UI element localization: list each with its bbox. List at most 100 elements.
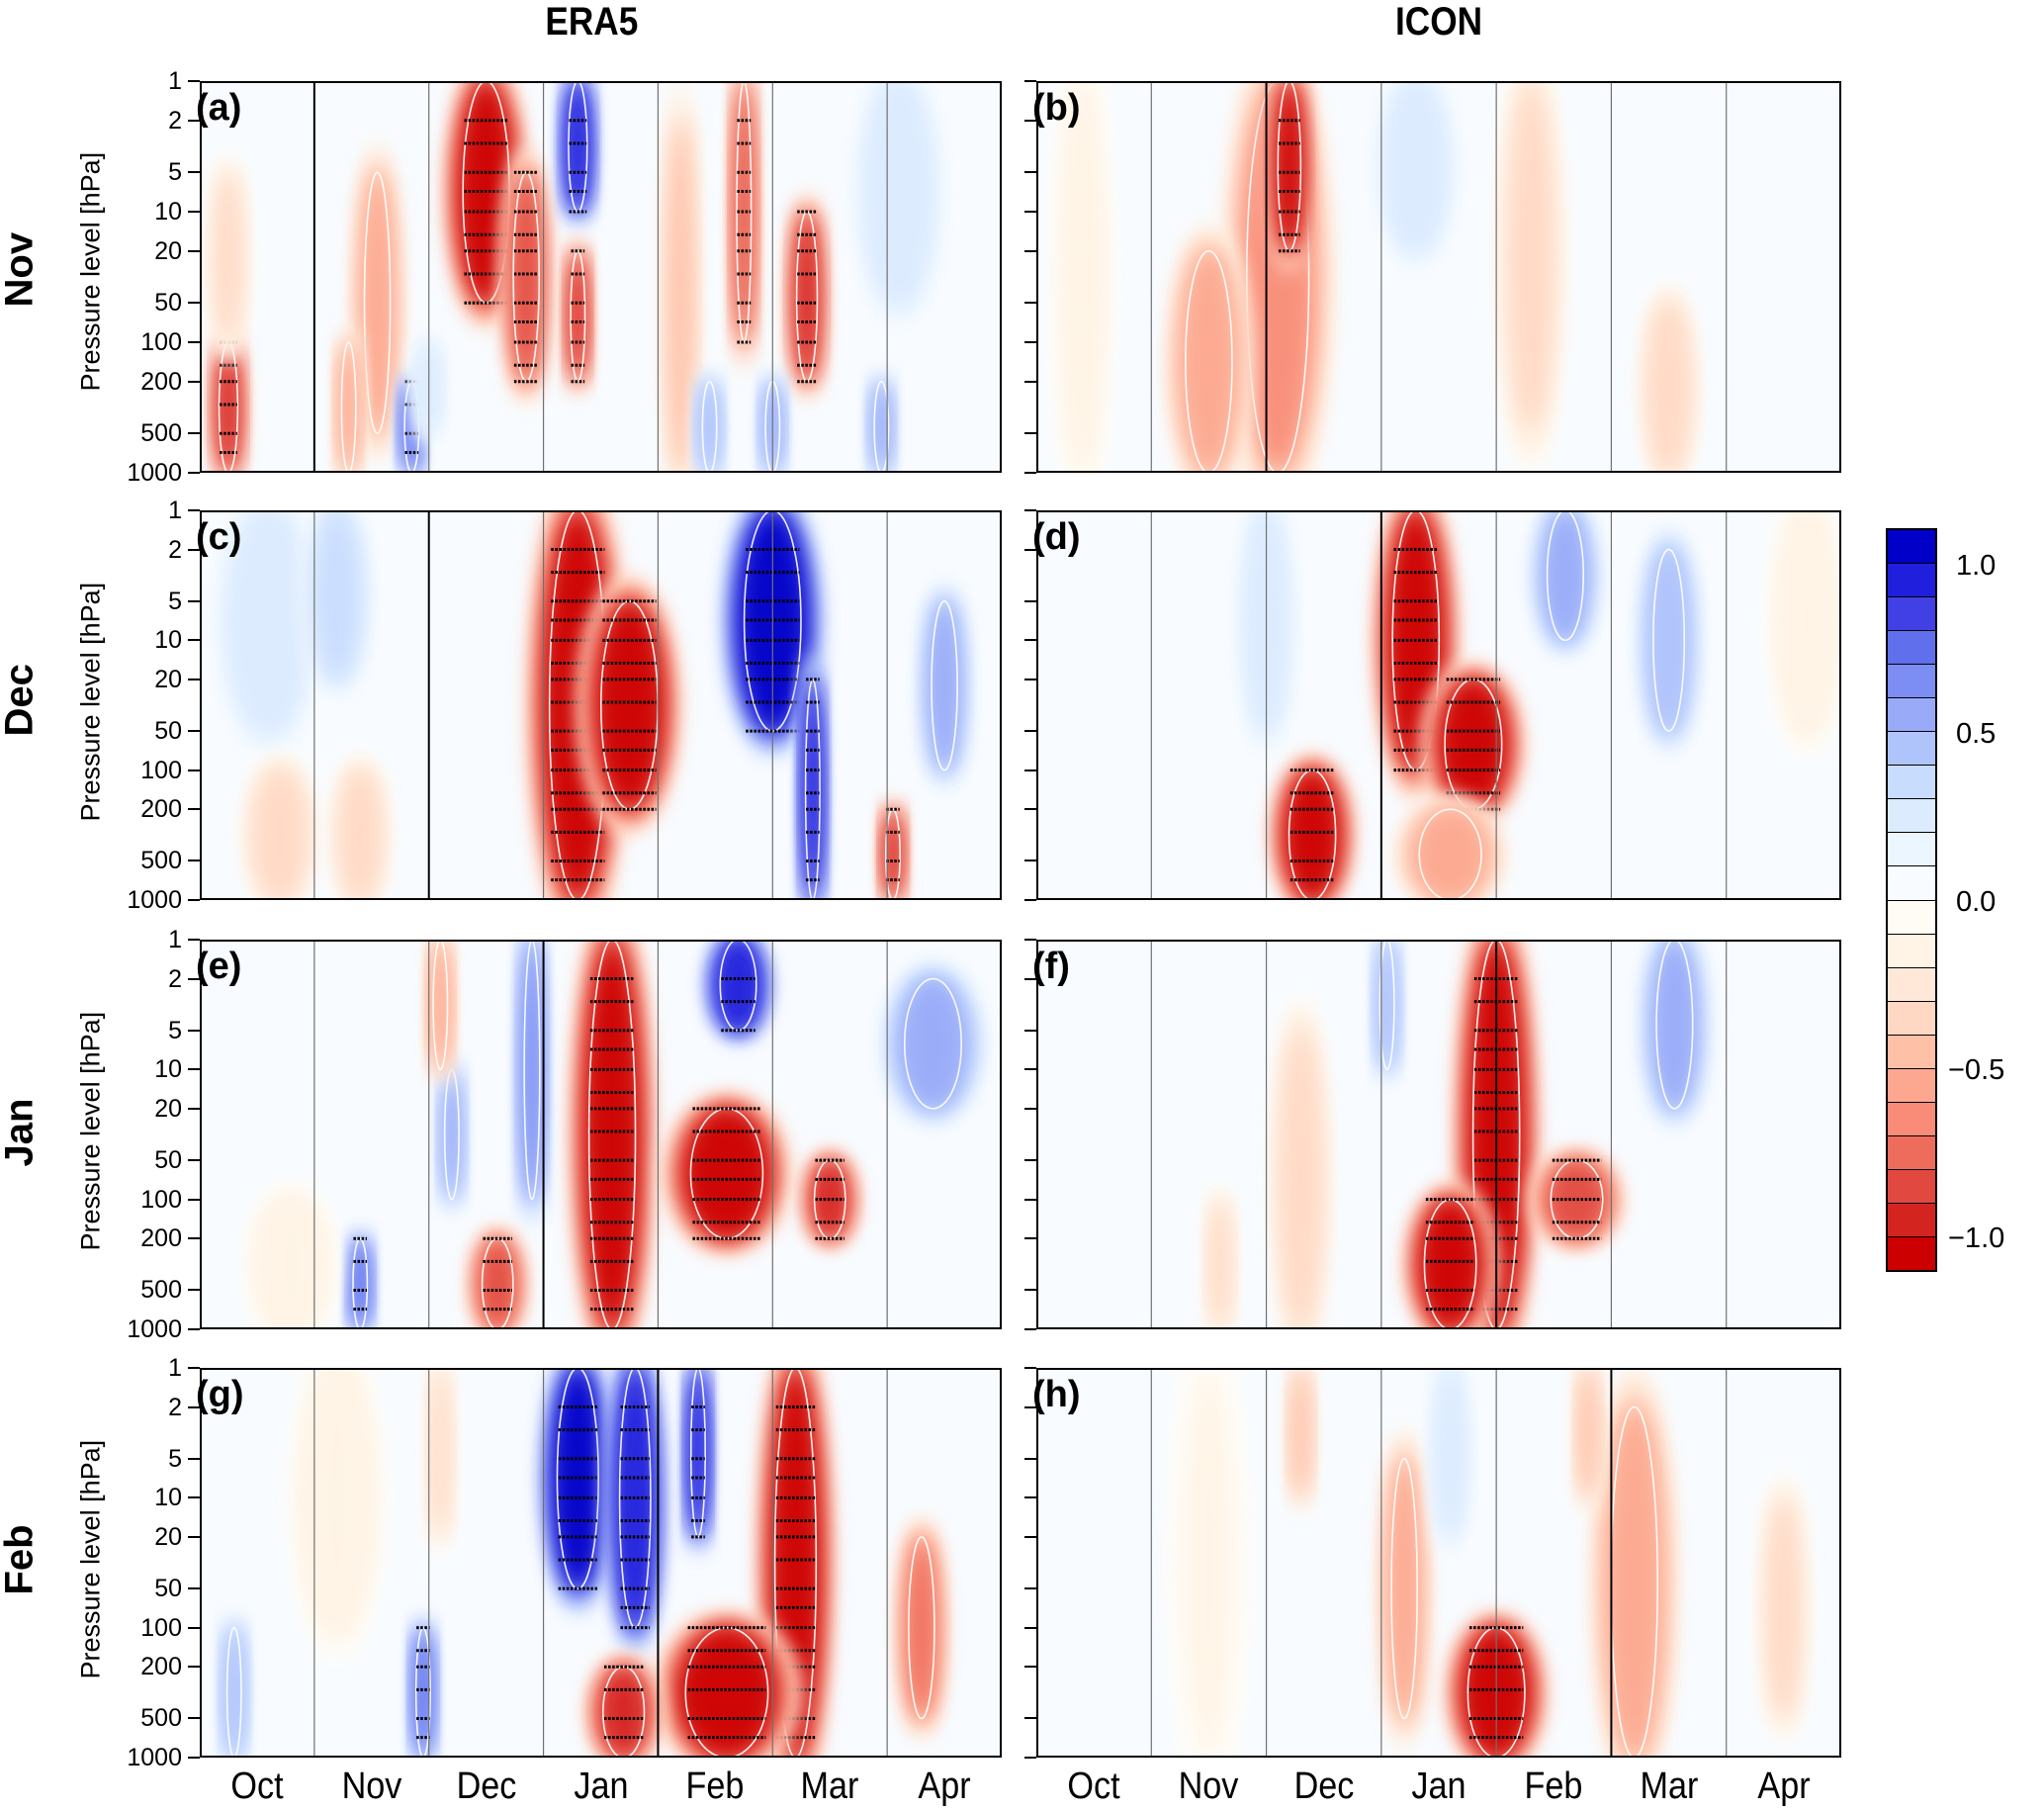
y-tick-label: 20	[154, 665, 182, 693]
anomaly-feature	[522, 943, 542, 1196]
anomaly-feature	[431, 1370, 449, 1535]
contour-line	[773, 1368, 818, 1758]
anomaly-feature	[1276, 83, 1303, 249]
y-tick	[1024, 1107, 1036, 1110]
y-tick	[188, 899, 200, 901]
panel-frame	[1036, 81, 1841, 473]
colorbar-segment	[1888, 866, 1935, 901]
anomaly-feature	[554, 1371, 602, 1585]
colorbar-segment	[1888, 698, 1935, 733]
y-tick	[188, 1626, 200, 1629]
y-axis-label-row4: Pressure level [hPa]	[75, 1439, 106, 1679]
y-tick	[1024, 211, 1036, 213]
anomaly-feature	[342, 771, 379, 899]
y-tick-label: 2	[168, 535, 182, 564]
panel-f: (f)	[1032, 940, 1841, 1329]
y-tick	[188, 171, 200, 174]
panel-a: (a)	[196, 81, 1002, 473]
y-tick	[1024, 977, 1036, 980]
panel-frame	[200, 81, 1002, 473]
row-label-feb: Feb	[0, 1524, 42, 1595]
y-tick	[1024, 599, 1036, 602]
y-tick	[1024, 380, 1036, 383]
y-tick	[188, 1367, 200, 1369]
anomaly-feature	[1579, 1369, 1597, 1496]
anomaly-feature	[1378, 941, 1395, 1068]
panel-label-c: (c)	[196, 516, 242, 558]
contour-line	[1277, 81, 1302, 252]
colorbar-segment	[1888, 631, 1935, 666]
contour-line	[1378, 940, 1395, 1071]
panel-label-e: (e)	[196, 946, 242, 987]
contour-line	[1185, 249, 1233, 473]
y-tick	[188, 599, 200, 602]
y-tick-label: 5	[168, 587, 182, 615]
contour-line	[1390, 1457, 1418, 1720]
y-tick	[1024, 808, 1036, 811]
y-tick	[188, 1068, 200, 1071]
anomaly-feature	[1650, 305, 1687, 471]
y-tick	[188, 860, 200, 862]
y-tick	[1024, 1717, 1036, 1720]
colorbar-segment	[1888, 967, 1935, 1002]
y-tick	[1024, 1757, 1036, 1759]
y-tick	[188, 939, 200, 941]
y-tick-label: 1	[168, 497, 182, 524]
y-tick-label: 1	[168, 926, 182, 953]
anomaly-feature	[1285, 771, 1340, 899]
y-tick	[188, 808, 200, 811]
anomaly-feature	[868, 84, 929, 300]
anomaly-feature	[900, 980, 966, 1107]
colorbar-segment	[1888, 1236, 1935, 1271]
y-tick	[1024, 1237, 1036, 1240]
y-tick-label: 10	[154, 1055, 182, 1084]
y-tick	[188, 1535, 200, 1538]
y-axis-label-row1: Pressure level [hPa]	[75, 151, 106, 392]
y-tick	[1024, 119, 1036, 122]
contour-line	[1655, 940, 1694, 1110]
y-tick	[1024, 1159, 1036, 1162]
anomaly-feature	[884, 810, 902, 899]
y-tick-label: 20	[154, 236, 182, 265]
panel-b: (b)	[1032, 81, 1841, 473]
panel-frame	[1036, 510, 1841, 900]
y-tick-label: 2	[168, 1393, 182, 1421]
y-tick	[1024, 1535, 1036, 1538]
y-tick	[188, 1198, 200, 1201]
y-tick-label: 1000	[127, 886, 182, 914]
anomaly-feature	[804, 682, 822, 897]
anomaly-feature	[689, 1370, 707, 1535]
colorbar-segment	[1888, 1001, 1935, 1036]
y-axis-label-row3: Pressure level [hPa]	[75, 1011, 106, 1251]
y-tick	[1024, 1626, 1036, 1629]
y-tick	[188, 1029, 200, 1032]
y-tick	[1024, 939, 1036, 941]
y-tick-label: 5	[168, 1444, 182, 1473]
heatmap-a	[200, 81, 1002, 473]
contour-line	[403, 380, 420, 473]
anomaly-feature	[351, 1239, 369, 1328]
panel-c: (c)	[196, 510, 1002, 900]
panel-label-b: (b)	[1032, 87, 1081, 129]
heatmap-f	[1036, 940, 1841, 1329]
contour-line	[414, 1626, 431, 1758]
y-tick-label: 500	[140, 847, 182, 875]
y-tick-label: 5	[168, 158, 182, 187]
y-tick	[188, 80, 200, 82]
heatmap-d	[1036, 510, 1841, 900]
y-tick	[188, 1587, 200, 1590]
anomaly-feature	[1414, 810, 1486, 899]
colorbar-segment	[1888, 1135, 1935, 1170]
x-tick-label: Dec	[1293, 1766, 1355, 1807]
x-tick-label: Mar	[1640, 1766, 1699, 1807]
x-tick-label: Oct	[1067, 1766, 1120, 1807]
y-tick	[1024, 509, 1036, 511]
x-tick-label: Apr	[1757, 1766, 1811, 1807]
colorbar-segment	[1888, 1203, 1935, 1237]
y-tick	[188, 1237, 200, 1240]
anomaly-feature	[261, 1201, 321, 1328]
y-tick	[188, 1405, 200, 1408]
contour-line	[1471, 940, 1521, 1329]
colorbar	[1886, 528, 1937, 1272]
panel-e: (e)	[196, 940, 1002, 1329]
